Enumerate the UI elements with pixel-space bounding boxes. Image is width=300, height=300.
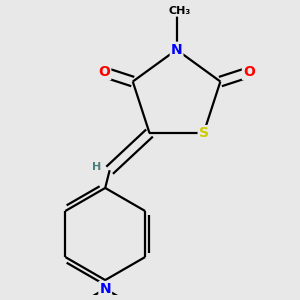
- Text: H: H: [92, 162, 101, 172]
- Text: S: S: [199, 126, 208, 140]
- Text: N: N: [99, 282, 111, 296]
- Text: CH₃: CH₃: [168, 6, 190, 16]
- Text: N: N: [171, 43, 182, 57]
- Text: O: O: [98, 65, 110, 79]
- Text: O: O: [243, 65, 255, 79]
